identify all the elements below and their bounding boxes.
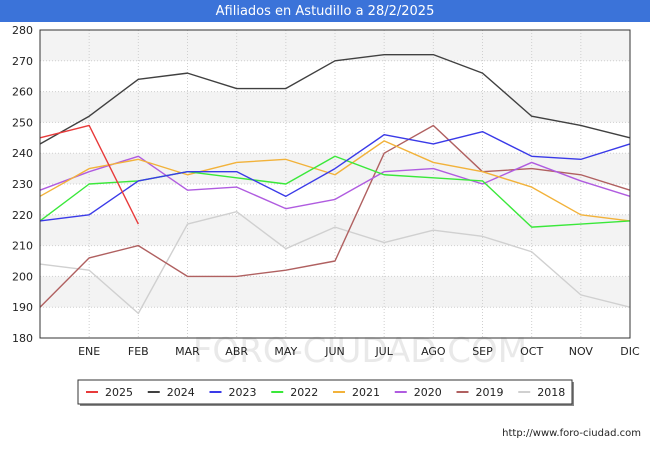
x-tick-label: AGO [421,345,446,358]
legend-label-2018: 2018 [537,386,565,399]
y-tick-label: 230 [12,178,33,191]
series-line-2025 [39,124,139,225]
legend-label-2019: 2019 [476,386,504,399]
y-tick-label: 260 [12,86,33,99]
chart-title: Afiliados en Astudillo a 28/2/2025 [0,0,650,22]
y-tick-label: 270 [12,55,33,68]
legend-label-2023: 2023 [229,386,257,399]
x-tick-label: JUN [324,345,345,358]
series-line-2020 [39,155,631,210]
series-line-2023 [39,130,631,222]
x-tick-label: ABR [225,345,248,358]
x-tick-label: MAY [274,345,297,358]
x-tick-label: NOV [569,345,594,358]
series-line-2018 [39,211,631,315]
y-tick-label: 240 [12,147,33,160]
legend-label-2022: 2022 [290,386,318,399]
x-tick-label: OCT [520,345,543,358]
series-line-2019 [39,124,631,308]
y-tick-label: 250 [12,116,33,129]
legend: 2025 2024 2023 2022 2021 2020 2019 2018 [77,379,574,406]
legend-label-2020: 2020 [414,386,442,399]
y-tick-label: 180 [12,332,33,345]
series-lines [39,53,631,315]
y-tick-label: 200 [12,270,33,283]
series-line-2024 [39,53,631,145]
y-tick-label: 190 [12,301,33,314]
x-tick-labels: ENE FEB MAR ABR MAY JUN JUL AGO SEP OCT NOV DIC [78,345,640,358]
x-tick-label: MAR [175,345,200,358]
legend-box [77,379,573,405]
x-tick-label: JUL [374,345,393,358]
legend-label-2025: 2025 [105,386,133,399]
x-tick-label: SEP [472,345,493,358]
y-tick-label: 210 [12,240,33,253]
legend-label-2024: 2024 [167,386,195,399]
y-tick-label: 280 [12,24,33,37]
x-tick-label: ENE [78,345,100,358]
series-line-2021 [39,140,631,222]
y-tick-labels: 180 190 200 210 220 230 240 250 260 270 280 [12,24,33,345]
plot-frame [39,29,631,339]
x-tick-label: FEB [128,345,149,358]
legend-label-2021: 2021 [352,386,380,399]
y-tick-label: 220 [12,209,33,222]
footer-url: http://www.foro-ciudad.com [502,428,641,439]
x-tick-label: DIC [620,345,640,358]
